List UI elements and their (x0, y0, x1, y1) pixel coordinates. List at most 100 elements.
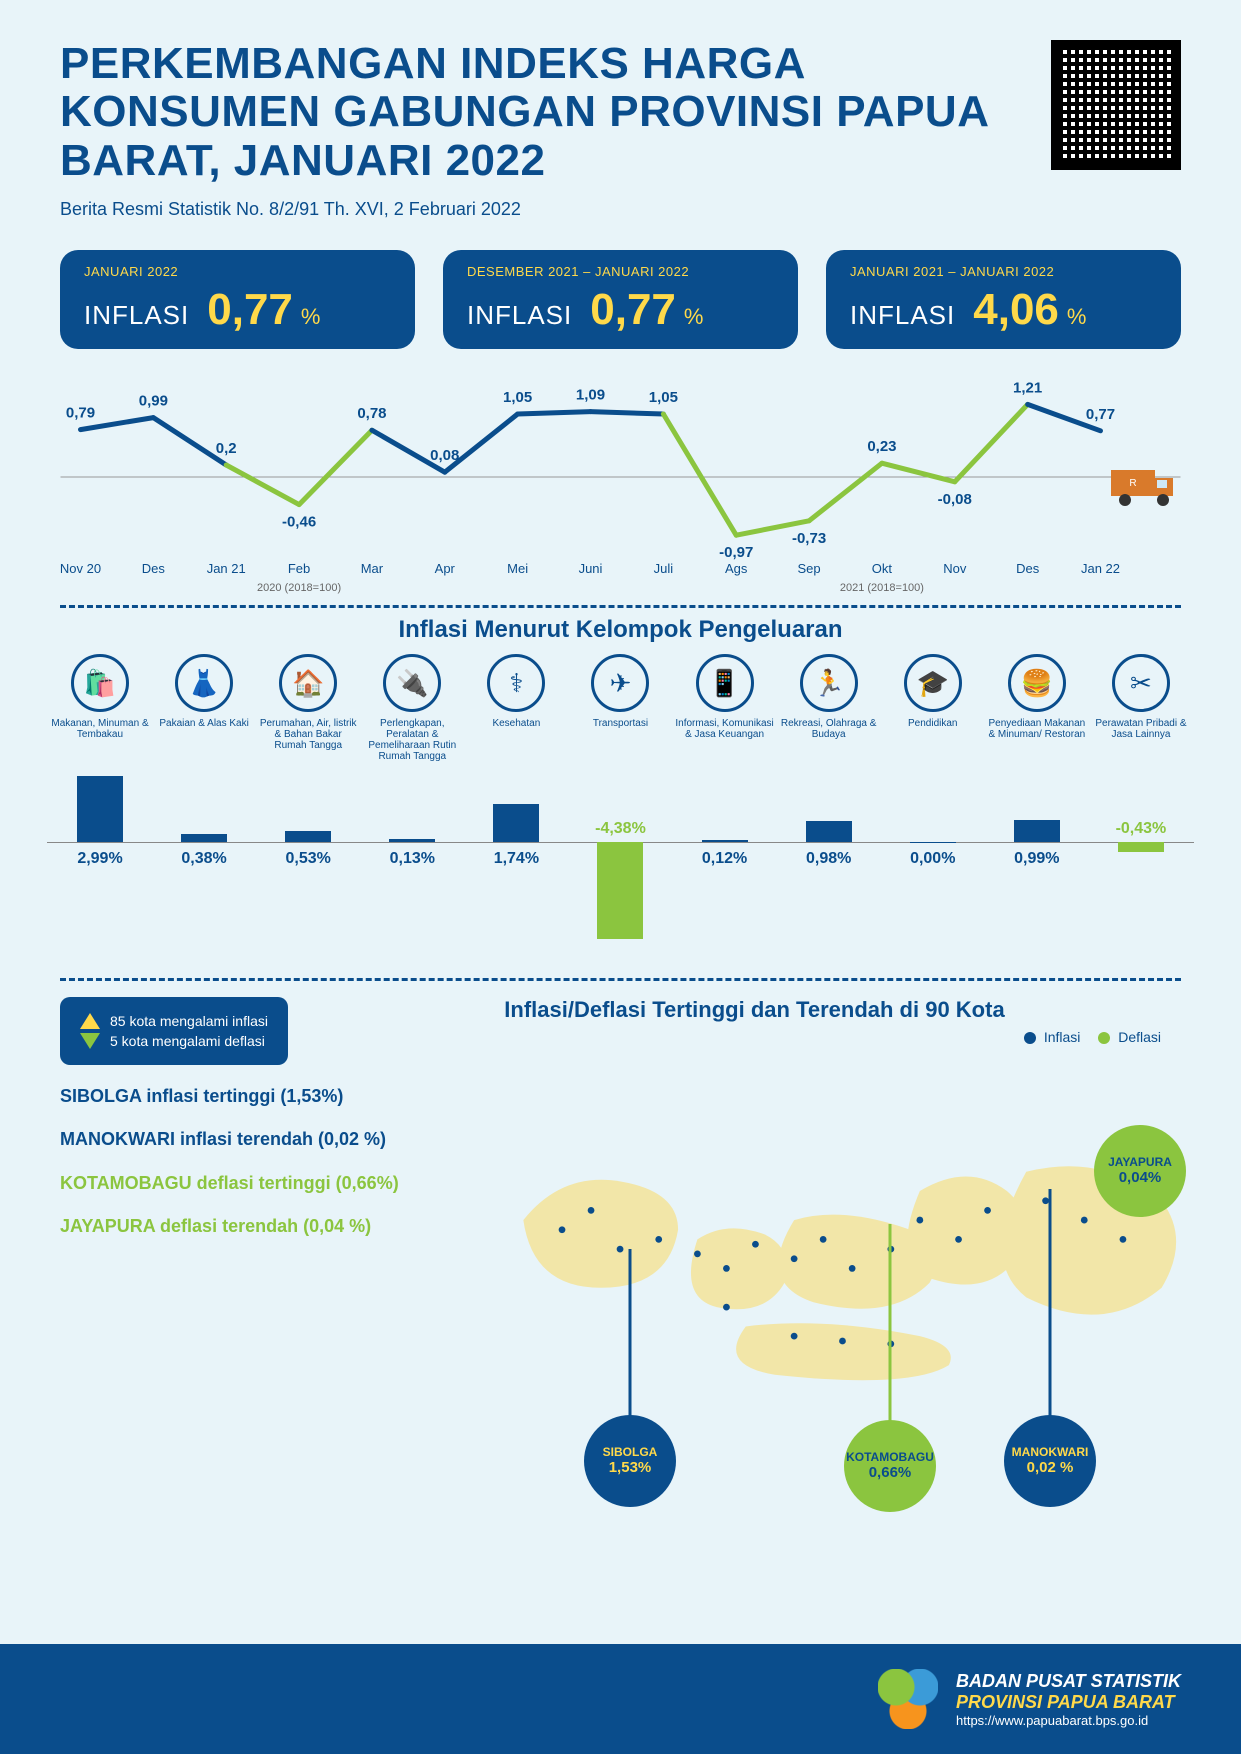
badge-mtd: JANUARI 2022 INFLASI 0,77 % (60, 250, 415, 349)
badge-pct: % (684, 304, 704, 330)
categories-title: Inflasi Menurut Kelompok Pengeluaran (0, 616, 1241, 644)
callout-name: KOTAMOBAGU (846, 1451, 934, 1465)
category-icon: 🎓 (904, 654, 962, 712)
category-icon: ✈ (591, 654, 649, 712)
category-icon: 🍔 (1008, 654, 1066, 712)
map-callout: KOTAMOBAGU 0,66% (844, 1420, 936, 1512)
svg-text:Mar: Mar (361, 561, 384, 576)
svg-text:Juli: Juli (654, 561, 674, 576)
callout-value: 0,02 % (1027, 1459, 1074, 1476)
category-icon: ⚕ (487, 654, 545, 712)
category-value: 1,74% (466, 850, 566, 868)
map-callout: MANOKWARI 0,02 % (1004, 1415, 1096, 1507)
category-bar: 0,00% (910, 772, 956, 962)
badge-value: 0,77 (207, 285, 293, 335)
category-item: 🛍️ Makanan, Minuman & Tembakau 2,99% (50, 654, 150, 962)
footer-url: https://www.papuabarat.bps.go.id (956, 1713, 1181, 1728)
map-callout: JAYAPURA 0,04% (1094, 1125, 1186, 1217)
svg-text:-0,97: -0,97 (719, 544, 753, 561)
svg-text:Jan 22: Jan 22 (1081, 561, 1120, 576)
badge-value: 4,06 (973, 285, 1059, 335)
svg-text:Des: Des (1016, 561, 1040, 576)
category-label: Perlengkapan, Peralatan & Pemeliharaan R… (362, 718, 462, 770)
triangle-up-icon (80, 1013, 100, 1029)
kota-section: 85 kota mengalami inflasi 5 kota mengala… (0, 987, 1241, 1515)
kota-summary-line: JAYAPURA deflasi terendah (0,04 %) (60, 1205, 480, 1248)
svg-text:Okt: Okt (872, 561, 893, 576)
svg-text:-0,46: -0,46 (282, 514, 316, 531)
category-label: Pendidikan (908, 718, 957, 770)
footer: BADAN PUSAT STATISTIK PROVINSI PAPUA BAR… (0, 1644, 1241, 1754)
kota-summary-lines: SIBOLGA inflasi tertinggi (1,53%)MANOKWA… (60, 1075, 480, 1515)
category-value: -0,43% (1091, 820, 1191, 838)
category-value: 0,38% (154, 850, 254, 868)
kota-summary-line: MANOKWARI inflasi terendah (0,02 %) (60, 1118, 480, 1161)
kota-legend-box: 85 kota mengalami inflasi 5 kota mengala… (60, 997, 288, 1065)
svg-text:2021 (2018=100): 2021 (2018=100) (840, 582, 924, 594)
header: PERKEMBANGAN INDEKS HARGA KONSUMEN GABUN… (0, 0, 1241, 230)
svg-text:0,08: 0,08 (430, 447, 459, 464)
category-value: 0,99% (987, 850, 1087, 868)
inflation-badges: JANUARI 2022 INFLASI 0,77 % DESEMBER 202… (0, 230, 1241, 359)
page-subtitle: Berita Resmi Statistik No. 8/2/91 Th. XV… (60, 199, 1031, 220)
svg-text:1,05: 1,05 (649, 389, 678, 406)
category-item: 👗 Pakaian & Alas Kaki 0,38% (154, 654, 254, 962)
badge-value: 0,77 (590, 285, 676, 335)
indonesia-map: SIBOLGA 1,53% KOTAMOBAGU 0,66% MANOKWARI… (504, 1075, 1181, 1515)
svg-text:Feb: Feb (288, 561, 310, 576)
category-bar: 0,99% (1014, 772, 1060, 962)
category-label: Penyediaan Makanan & Minuman/ Restoran (987, 718, 1087, 770)
legend-inflasi: 85 kota mengalami inflasi (110, 1013, 268, 1029)
callout-value: 1,53% (609, 1459, 652, 1476)
callout-name: JAYAPURA (1108, 1156, 1172, 1170)
qr-code-icon (1051, 40, 1181, 170)
separator (60, 978, 1181, 981)
category-icon: ✂ (1112, 654, 1170, 712)
svg-text:Mei: Mei (507, 561, 528, 576)
category-bar: 0,98% (806, 772, 852, 962)
page-title: PERKEMBANGAN INDEKS HARGA KONSUMEN GABUN… (60, 40, 1031, 185)
category-icon: 👗 (175, 654, 233, 712)
category-icon: 📱 (696, 654, 754, 712)
category-label: Makanan, Minuman & Tembakau (50, 718, 150, 770)
svg-text:Juni: Juni (579, 561, 603, 576)
svg-text:0,79: 0,79 (66, 405, 95, 422)
badge-pct: % (1067, 304, 1087, 330)
category-label: Pakaian & Alas Kaki (159, 718, 249, 770)
badge-pct: % (301, 304, 321, 330)
badge-period: DESEMBER 2021 – JANUARI 2022 (467, 264, 774, 279)
category-label: Perumahan, Air, listrik & Bahan Bakar Ru… (258, 718, 358, 770)
category-item: 🍔 Penyediaan Makanan & Minuman/ Restoran… (987, 654, 1087, 962)
category-icon: 🔌 (383, 654, 441, 712)
svg-text:0,2: 0,2 (216, 440, 237, 457)
svg-text:Jan 21: Jan 21 (207, 561, 246, 576)
svg-text:1,21: 1,21 (1013, 380, 1042, 397)
svg-text:2020 (2018=100): 2020 (2018=100) (257, 582, 341, 594)
category-value: 0,98% (779, 850, 879, 868)
category-item: ⚕ Kesehatan 1,74% (466, 654, 566, 962)
footer-line1: BADAN PUSAT STATISTIK (956, 1671, 1181, 1692)
category-item: 🏠 Perumahan, Air, listrik & Bahan Bakar … (258, 654, 358, 962)
kota-summary-line: SIBOLGA inflasi tertinggi (1,53%) (60, 1075, 480, 1118)
category-label: Transportasi (593, 718, 648, 770)
svg-text:0,77: 0,77 (1086, 406, 1115, 423)
map-callout: SIBOLGA 1,53% (584, 1415, 676, 1507)
category-bar-chart: 🛍️ Makanan, Minuman & Tembakau 2,99% 👗 P… (0, 654, 1241, 962)
svg-text:Ags: Ags (725, 561, 748, 576)
category-item: ✂ Perawatan Pribadi & Jasa Lainnya -0,43… (1091, 654, 1191, 962)
category-value: 0,12% (675, 850, 775, 868)
category-bar: 0,13% (389, 772, 435, 962)
category-label: Perawatan Pribadi & Jasa Lainnya (1091, 718, 1191, 770)
category-bar: 0,53% (285, 772, 331, 962)
truck-icon: R (1111, 464, 1181, 508)
category-item: 🎓 Pendidikan 0,00% (883, 654, 983, 962)
svg-text:-0,73: -0,73 (792, 530, 826, 547)
callout-value: 0,04% (1119, 1169, 1162, 1186)
category-bar: 0,12% (702, 772, 748, 962)
badge-label: INFLASI (84, 300, 189, 331)
category-icon: 🛍️ (71, 654, 129, 712)
category-bar: 0,38% (181, 772, 227, 962)
dot-icon (1024, 1032, 1036, 1044)
separator (60, 605, 1181, 608)
category-icon: 🏠 (279, 654, 337, 712)
